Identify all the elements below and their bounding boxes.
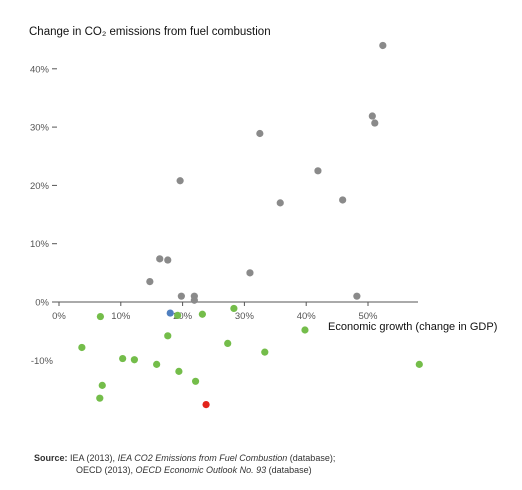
- x-tick-label: 20%: [173, 311, 193, 322]
- data-point: [164, 256, 172, 264]
- data-point: [202, 401, 210, 409]
- source-line-2: OECD (2013), OECD Economic Outlook No. 9…: [34, 464, 335, 476]
- data-point: [353, 292, 361, 300]
- data-point: [191, 377, 200, 385]
- data-point: [379, 41, 387, 50]
- y-tick-label: 10%: [30, 239, 50, 250]
- y-tick-label: 30%: [30, 123, 50, 134]
- x-tick-label: 40%: [297, 311, 317, 322]
- source-2-pre: OECD (2013),: [76, 465, 136, 475]
- data-point: [164, 332, 172, 340]
- source-1-post: (database);: [287, 453, 336, 463]
- data-point: [368, 112, 376, 120]
- data-point: [246, 269, 254, 277]
- x-tick-label: 0%: [52, 311, 66, 322]
- data-point: [230, 304, 238, 313]
- data-point: [146, 277, 154, 286]
- source-2-title: OECD Economic Outlook No. 93: [135, 465, 267, 475]
- data-point: [153, 360, 161, 368]
- data-point: [371, 119, 379, 127]
- data-point: [78, 343, 86, 352]
- data-point: [224, 339, 232, 347]
- data-point: [175, 367, 183, 375]
- data-point: [177, 292, 185, 300]
- tick-labels: 0% 10% 20% 30% 40% 50% 0% 10% 20% 30% 40% -10%: [30, 64, 378, 367]
- data-point: [96, 312, 105, 321]
- source-1-pre: IEA (2013),: [70, 453, 118, 463]
- data-point: [314, 167, 322, 175]
- data-point: [198, 310, 206, 318]
- data-point: [174, 311, 182, 320]
- x-tick-label: 30%: [235, 311, 255, 322]
- data-point: [119, 354, 127, 363]
- data-point: [339, 196, 347, 204]
- axes: [52, 68, 418, 306]
- x-tick-label: 50%: [358, 311, 378, 322]
- data-point: [301, 326, 309, 334]
- data-point: [156, 255, 164, 263]
- data-point: [166, 309, 174, 317]
- data-point: [98, 381, 106, 389]
- data-point: [130, 356, 138, 364]
- data-point: [176, 177, 184, 185]
- scatter-chart: Change in CO₂ emissions from fuel combus…: [29, 26, 497, 409]
- data-point: [96, 394, 104, 402]
- data-point: [190, 296, 198, 304]
- chart-title: Change in CO₂ emissions from fuel combus…: [29, 26, 271, 38]
- data-point: [276, 199, 284, 207]
- y-tick-label: 0%: [35, 298, 49, 309]
- data-point: [261, 348, 269, 356]
- data-points: [78, 41, 423, 409]
- y-tick-label: 40%: [30, 64, 50, 75]
- x-axis-label: Economic growth (change in GDP): [328, 321, 497, 333]
- source-note: Source: IEA (2013), IEA CO2 Emissions fr…: [34, 452, 335, 476]
- data-point: [415, 360, 423, 368]
- source-line-1: Source: IEA (2013), IEA CO2 Emissions fr…: [34, 452, 335, 464]
- source-label: Source:: [34, 453, 68, 463]
- source-2-post: (database): [266, 465, 312, 475]
- data-point: [256, 129, 264, 138]
- y-tick-label: -10%: [31, 356, 54, 367]
- source-1-title: IEA CO2 Emissions from Fuel Combustion: [117, 453, 288, 463]
- y-tick-label: 20%: [30, 181, 50, 192]
- x-tick-label: 10%: [111, 311, 131, 322]
